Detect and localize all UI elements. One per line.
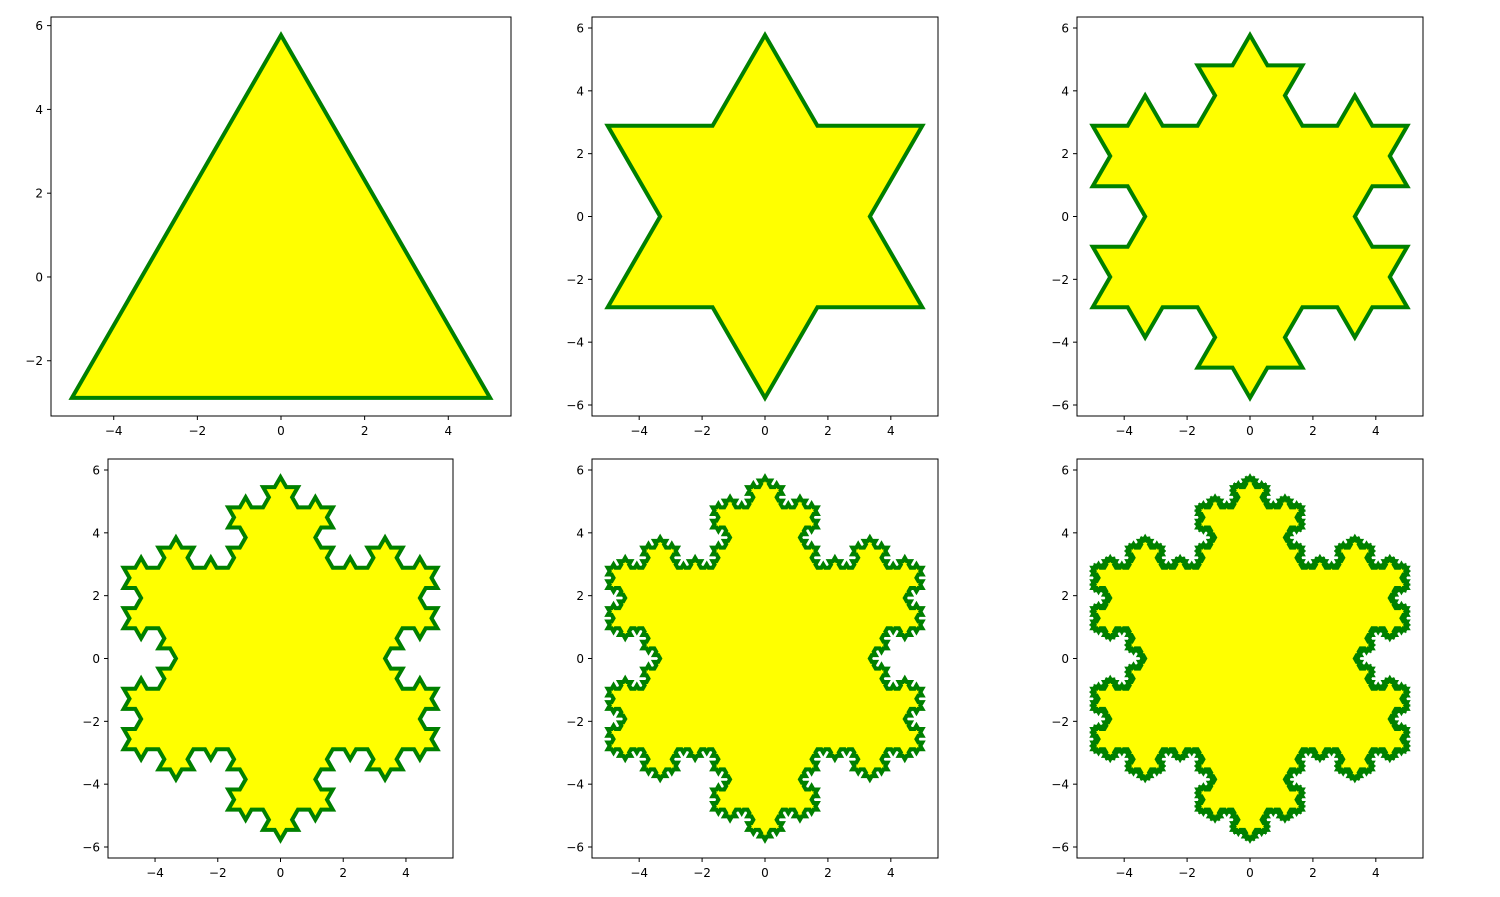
- subplot-3: −4 −2 0 2 4 −6 −4 −2 0 2 4 6: [1051, 16, 1424, 438]
- koch-snowflake-shape: [120, 473, 441, 844]
- x-tick-label: −2: [1178, 866, 1196, 880]
- koch-snowflake-shape: [1089, 31, 1411, 402]
- y-tick-label: 6: [92, 463, 100, 477]
- x-tick-label: 0: [277, 424, 285, 438]
- x-tick-label: 0: [1246, 424, 1254, 438]
- y-tick-label: 4: [92, 526, 100, 540]
- x-tick-label: 4: [1372, 866, 1380, 880]
- x-tick-label: 4: [402, 866, 410, 880]
- y-tick-label: −6: [566, 399, 584, 413]
- x-tick-label: −2: [693, 424, 711, 438]
- x-tick-label: 4: [1372, 424, 1380, 438]
- x-tick-label: −2: [693, 866, 711, 880]
- y-tick-label: 6: [1061, 463, 1069, 477]
- y-tick-label: −6: [566, 841, 584, 855]
- x-tick-label: 2: [1309, 424, 1317, 438]
- x-tick-label: 0: [277, 866, 285, 880]
- y-tick-label: 4: [1061, 84, 1069, 98]
- x-tick-label: −4: [630, 424, 648, 438]
- y-tick-label: 4: [1061, 526, 1069, 540]
- x-tick-label: −4: [1115, 866, 1133, 880]
- x-tick-label: −4: [105, 424, 123, 438]
- x-tick-label: −2: [1178, 424, 1196, 438]
- y-tick-label: 0: [576, 652, 584, 666]
- koch-snowflake-shape: [604, 473, 926, 844]
- koch-snowflake-shape: [1089, 473, 1411, 844]
- y-tick-label: 2: [576, 147, 584, 161]
- y-tick-label: 0: [35, 270, 43, 284]
- x-tick-label: 2: [824, 866, 832, 880]
- x-tick-label: 4: [444, 424, 452, 438]
- x-tick-label: −4: [1115, 424, 1133, 438]
- y-tick-label: −4: [1051, 778, 1069, 792]
- y-tick-label: −2: [1051, 273, 1069, 287]
- x-tick-label: 0: [761, 866, 769, 880]
- y-tick-label: −4: [1051, 336, 1069, 350]
- subplot-6: −4 −2 0 2 4 −6 −4 −2 0 2 4 6: [1051, 458, 1424, 880]
- y-tick-label: 0: [1061, 210, 1069, 224]
- y-tick-label: −6: [1051, 841, 1069, 855]
- y-tick-label: −6: [1051, 399, 1069, 413]
- y-tick-label: −2: [566, 273, 584, 287]
- x-tick-label: −4: [146, 866, 164, 880]
- x-tick-label: 2: [339, 866, 347, 880]
- x-tick-label: 2: [1309, 866, 1317, 880]
- y-tick-label: −2: [1051, 715, 1069, 729]
- y-tick-label: −4: [566, 336, 584, 350]
- x-tick-label: −2: [209, 866, 227, 880]
- x-tick-label: 4: [887, 866, 895, 880]
- y-tick-label: 2: [35, 187, 43, 201]
- x-tick-label: 2: [361, 424, 369, 438]
- y-tick-label: 0: [1061, 652, 1069, 666]
- x-tick-label: −2: [189, 424, 207, 438]
- y-tick-label: 2: [92, 589, 100, 603]
- x-tick-label: −4: [630, 866, 648, 880]
- y-tick-label: −4: [82, 778, 100, 792]
- y-tick-label: 6: [1061, 21, 1069, 35]
- y-tick-label: −4: [566, 778, 584, 792]
- y-tick-label: −2: [25, 354, 43, 368]
- y-tick-label: 6: [576, 21, 584, 35]
- y-tick-label: 4: [35, 103, 43, 117]
- koch-snowflake-shape: [68, 31, 494, 400]
- subplot-2: −4 −2 0 2 4 −6 −4 −2 0 2 4 6: [566, 16, 939, 438]
- y-tick-label: 6: [576, 463, 584, 477]
- subplot-4: −4 −2 0 2 4 −6 −4 −2 0 2 4 6: [82, 458, 454, 880]
- y-tick-label: 4: [576, 526, 584, 540]
- subplot-5: −4 −2 0 2 4 −6 −4 −2 0 2 4 6: [566, 458, 939, 880]
- x-tick-label: 4: [887, 424, 895, 438]
- y-tick-label: −2: [566, 715, 584, 729]
- y-tick-label: 4: [576, 84, 584, 98]
- y-tick-label: 6: [35, 19, 43, 33]
- x-tick-label: 2: [824, 424, 832, 438]
- y-tick-label: −6: [82, 841, 100, 855]
- x-tick-label: 0: [1246, 866, 1254, 880]
- y-tick-label: 2: [576, 589, 584, 603]
- x-tick-label: 0: [761, 424, 769, 438]
- y-tick-label: 0: [576, 210, 584, 224]
- y-tick-label: 2: [1061, 147, 1069, 161]
- subplot-1: −4 −2 0 2 4 −2 0 2 4 6: [25, 16, 512, 438]
- y-tick-label: 0: [92, 652, 100, 666]
- koch-snowflake-shape: [604, 31, 926, 402]
- y-tick-label: 2: [1061, 589, 1069, 603]
- y-tick-label: −2: [82, 715, 100, 729]
